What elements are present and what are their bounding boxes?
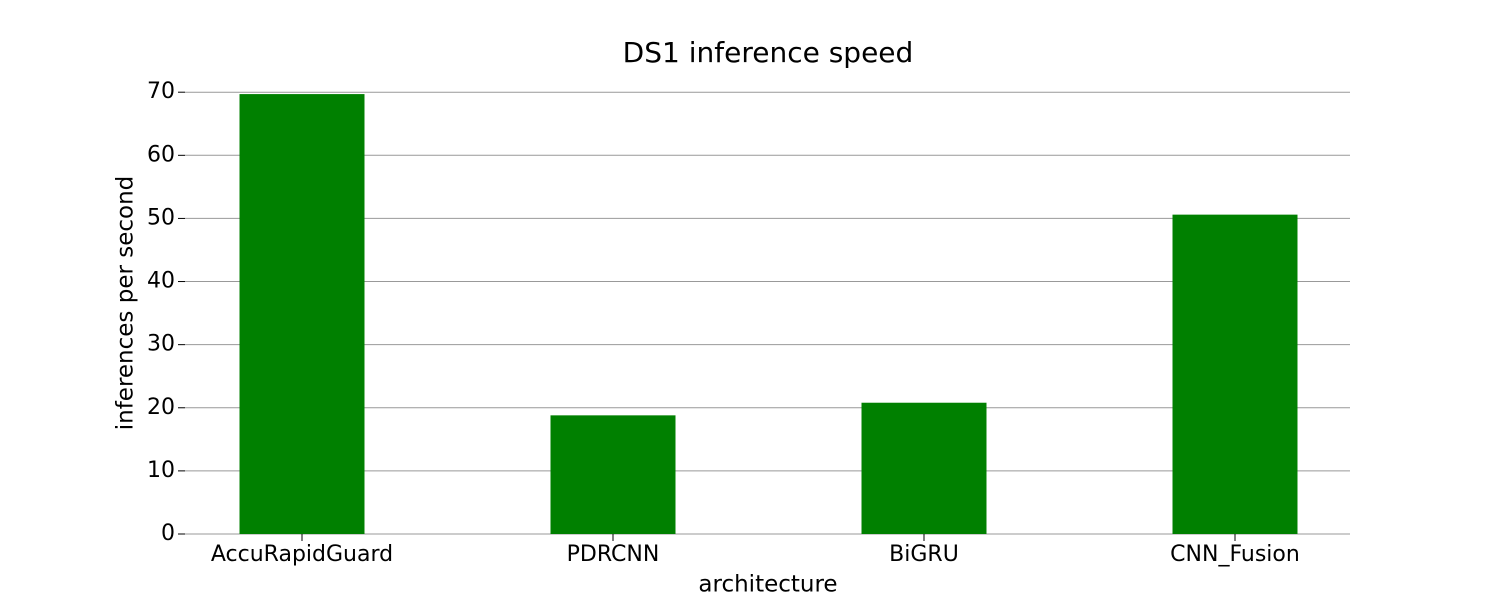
y-tick-label: 20 — [147, 395, 175, 420]
x-tick-label: BiGRU — [889, 542, 959, 567]
bar — [550, 415, 676, 534]
y-tick-label: 10 — [147, 458, 175, 483]
x-tick-label: PDRCNN — [567, 542, 660, 567]
x-axis-label: architecture — [698, 572, 837, 598]
bar — [239, 94, 365, 535]
y-axis-label: inferences per second — [113, 176, 139, 431]
x-tick-label: CNN_Fusion — [1170, 542, 1300, 567]
y-tick-label: 70 — [147, 79, 175, 104]
y-tick-label: 40 — [147, 269, 175, 294]
bar — [1172, 214, 1298, 534]
y-tick-label: 30 — [147, 332, 175, 357]
y-tick-label: 50 — [147, 205, 175, 230]
y-tick-label: 60 — [147, 142, 175, 167]
chart-title: DS1 inference speed — [623, 36, 914, 69]
y-tick-label: 0 — [161, 521, 175, 546]
bar — [861, 402, 987, 534]
x-tick-label: AccuRapidGuard — [211, 542, 393, 567]
